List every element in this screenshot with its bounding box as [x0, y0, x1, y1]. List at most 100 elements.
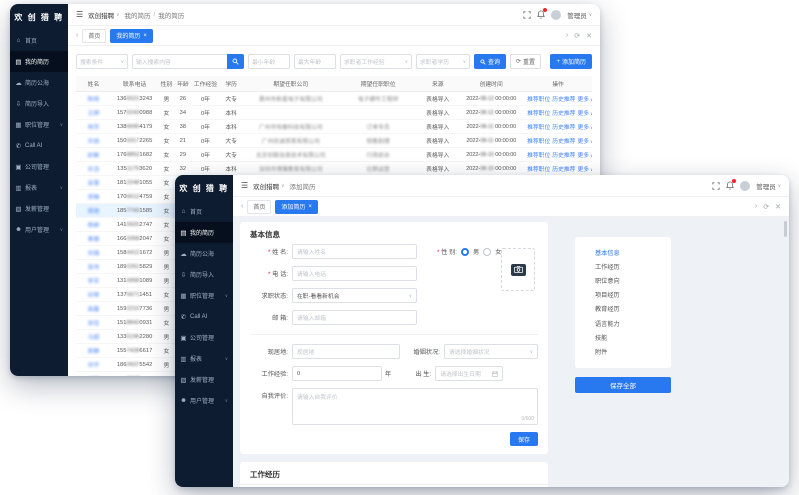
- residence-input[interactable]: 现居地: [292, 344, 400, 359]
- candidate-name[interactable]: 孙洁: [87, 167, 100, 173]
- sidebar-item-call-ai[interactable]: ✆ Call AI: [10, 135, 68, 156]
- breadcrumb-item[interactable]: 添加简历: [289, 183, 316, 191]
- notification-bell[interactable]: [726, 179, 737, 190]
- action-link-更多[interactable]: 更多: [577, 139, 590, 145]
- close-icon[interactable]: ×: [308, 203, 312, 210]
- action-link-推荐职位[interactable]: 推荐职位: [527, 125, 551, 131]
- candidate-name[interactable]: 李军: [87, 279, 100, 285]
- sidebar-item-resume-pool[interactable]: ☁ 简历公海: [10, 72, 68, 93]
- candidate-name[interactable]: 周艳: [87, 209, 100, 215]
- sidebar-item-report[interactable]: ▥ 报表 ∨: [10, 177, 68, 198]
- save-all-button[interactable]: 保存全部: [575, 376, 671, 393]
- action-link-历史推荐[interactable]: 历史推荐: [552, 125, 576, 131]
- sidebar-item-resume-import[interactable]: ⇩ 简历导入: [10, 93, 68, 114]
- table-row[interactable]: 孙洁 13511793620 女 32 0年 本科 深圳市博雅教育有限公司 社群运营 表格导入 2…: [76, 161, 592, 176]
- tab-首页[interactable]: 首页: [247, 199, 272, 214]
- candidate-name[interactable]: 郭静: [87, 349, 100, 355]
- gender-radio-女[interactable]: [483, 247, 492, 256]
- action-link-更多[interactable]: 更多: [577, 153, 590, 159]
- action-link-历史推荐[interactable]: 历史推荐: [552, 139, 576, 145]
- fullscreen-icon[interactable]: [712, 181, 720, 190]
- phone-input[interactable]: 请输入电话: [292, 266, 417, 281]
- name-input[interactable]: 请输入姓名: [292, 244, 417, 259]
- candidate-name[interactable]: 何琴: [87, 293, 100, 299]
- sidebar-item-company-manage[interactable]: ▣ 公司管理: [175, 327, 233, 348]
- tabs-close-icon[interactable]: ✕: [586, 32, 592, 40]
- sidebar-item-payroll[interactable]: ▧ 发薪管理: [175, 369, 233, 390]
- evaluation-textarea[interactable]: 请输入自我评价 0/600: [292, 388, 538, 425]
- education-select[interactable]: 求职者学历 ∨: [416, 54, 470, 69]
- photo-upload[interactable]: [501, 248, 535, 291]
- candidate-name[interactable]: 高磊: [87, 307, 100, 313]
- user-menu[interactable]: 管理员 ∨: [756, 181, 781, 191]
- experience-select[interactable]: 求职者工作经验 ∨: [340, 54, 412, 69]
- anchor-item-职位意向[interactable]: 职位意向: [595, 277, 620, 285]
- candidate-name[interactable]: 王婷: [87, 111, 100, 117]
- tabs-refresh-icon[interactable]: ⟳: [574, 32, 581, 40]
- candidate-name[interactable]: 马超: [87, 335, 100, 341]
- tabs-collapse-icon[interactable]: ‹: [241, 203, 244, 210]
- sidebar-item-job-manage[interactable]: ▦ 职位管理 ∨: [10, 114, 68, 135]
- avatar[interactable]: [551, 9, 562, 20]
- action-link-更多[interactable]: 更多: [577, 97, 590, 103]
- action-link-推荐职位[interactable]: 推荐职位: [527, 139, 551, 145]
- anchor-item-基本信息[interactable]: 基本信息: [595, 249, 620, 257]
- candidate-name[interactable]: 吴雪: [87, 181, 100, 187]
- candidate-name[interactable]: 张伟: [87, 265, 100, 271]
- table-row[interactable]: 陈晓 13655213243 男 26 0年 大专 惠州市新星电子有限公司 电子硬件工程师 表格…: [76, 91, 592, 106]
- notification-bell[interactable]: [537, 8, 548, 19]
- sidebar-item-company-manage[interactable]: ▣ 公司管理: [10, 156, 68, 177]
- anchor-item-附件[interactable]: 附件: [595, 348, 608, 356]
- candidate-name[interactable]: 林芳: [87, 125, 100, 131]
- action-link-历史推荐[interactable]: 历史推荐: [552, 153, 576, 159]
- fullscreen-icon[interactable]: [523, 10, 531, 19]
- sidebar-item-job-manage[interactable]: ▦ 职位管理 ∨: [175, 285, 233, 306]
- action-link-历史推荐[interactable]: 历史推荐: [552, 97, 576, 103]
- reset-button[interactable]: ⟳ 重置: [510, 54, 542, 69]
- product-switcher[interactable]: 欢创猎聘 ∨: [253, 181, 284, 191]
- tab-首页[interactable]: 首页: [82, 28, 107, 43]
- scrollbar[interactable]: [784, 221, 787, 481]
- action-link-推荐职位[interactable]: 推荐职位: [527, 111, 551, 117]
- search-button[interactable]: [227, 54, 244, 69]
- tabs-next-icon[interactable]: ›: [754, 203, 758, 210]
- candidate-name[interactable]: 邓宇: [87, 363, 100, 369]
- candidate-name[interactable]: 陈晓: [87, 97, 100, 103]
- candidate-name[interactable]: 黄蓉: [87, 237, 100, 243]
- birth-date-input[interactable]: 请选择出生日期: [435, 366, 504, 381]
- candidate-name[interactable]: 刘强: [87, 251, 100, 257]
- avatar[interactable]: [740, 180, 751, 191]
- candidate-name[interactable]: 杨柳: [87, 223, 100, 229]
- sidebar-item-resume-import[interactable]: ⇩ 简历导入: [175, 264, 233, 285]
- action-link-推荐职位[interactable]: 推荐职位: [527, 97, 551, 103]
- action-link-推荐职位[interactable]: 推荐职位: [527, 153, 551, 159]
- email-input[interactable]: 请输入邮箱: [292, 310, 417, 325]
- tabs-collapse-icon[interactable]: ‹: [76, 32, 79, 39]
- sidebar-item-resume-pool[interactable]: ☁ 简历公海: [175, 243, 233, 264]
- tab-我的简历[interactable]: 我的简历 ×: [110, 28, 153, 43]
- breadcrumb-item[interactable]: 我的简历: [158, 12, 185, 20]
- max-age-input[interactable]: 最大年龄: [294, 54, 336, 69]
- user-menu[interactable]: 管理员 ∨: [567, 10, 592, 20]
- table-row[interactable]: 许丽 15033172265 女 21 0年 大专 广州优诚贸易有限公司 销售助理 表格导入 20…: [76, 133, 592, 148]
- action-link-更多[interactable]: 更多: [577, 167, 590, 173]
- job-status-select[interactable]: 在职-看看新机会 ∨: [292, 288, 417, 303]
- menu-toggle-icon[interactable]: ☰: [241, 181, 249, 190]
- candidate-name[interactable]: 许丽: [87, 139, 100, 145]
- marriage-select[interactable]: 请选择婚姻状况 ∨: [444, 344, 538, 359]
- search-type-select[interactable]: 搜索条件 ∨: [76, 54, 128, 69]
- tabs-close-icon[interactable]: ✕: [775, 203, 781, 211]
- table-row[interactable]: 林芳 13866904179 女 38 0年 本科 广州市恒泰科技有限公司 订单专员 表格导入 2…: [76, 119, 592, 134]
- candidate-name[interactable]: 赵敏: [87, 153, 100, 159]
- candidate-name[interactable]: 郑琳: [87, 195, 100, 201]
- sidebar-item-payroll[interactable]: ▧ 发薪管理: [10, 198, 68, 219]
- candidate-name[interactable]: 宋佳: [87, 321, 100, 327]
- sidebar-item-my-resume[interactable]: ▤ 我的简历: [10, 51, 68, 72]
- anchor-item-语言能力[interactable]: 语言能力: [595, 320, 620, 328]
- sidebar-item-user-manage[interactable]: ☻ 用户管理 ∨: [175, 390, 233, 411]
- action-link-历史推荐[interactable]: 历史推荐: [552, 111, 576, 117]
- menu-toggle-icon[interactable]: ☰: [76, 10, 84, 19]
- sidebar-item-home[interactable]: ⌂ 首页: [10, 30, 68, 51]
- action-link-历史推荐[interactable]: 历史推荐: [552, 167, 576, 173]
- query-button[interactable]: 查询: [474, 54, 507, 69]
